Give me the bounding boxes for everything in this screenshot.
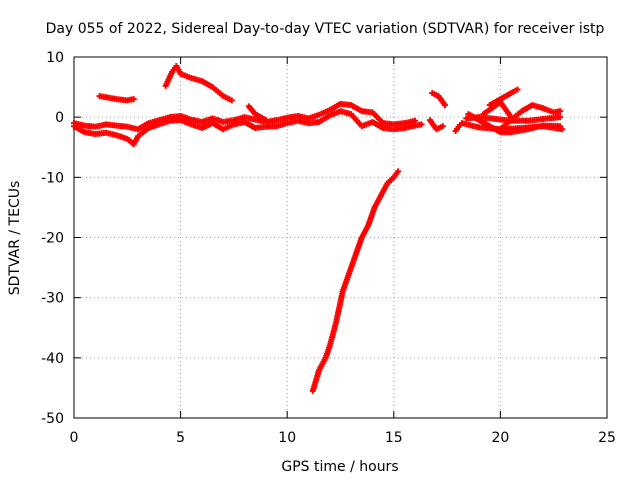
data-point <box>439 123 446 130</box>
series-upper-arc-3 <box>245 103 269 124</box>
data-point <box>441 102 448 109</box>
y-axis-label: SDTVAR / TECUs <box>7 181 23 296</box>
x-tick-label: 5 <box>176 430 185 446</box>
y-tick-label: -40 <box>41 351 64 367</box>
data-point <box>418 121 425 128</box>
series-main-band-upper <box>71 100 419 133</box>
data-point <box>557 123 564 130</box>
data-point <box>510 117 517 124</box>
series-late-rise-1 <box>497 102 564 133</box>
y-tick-label: -10 <box>41 170 64 186</box>
data-point <box>557 108 564 115</box>
y-tick-labels: 10 0 -10 -20 -30 -40 -50 <box>41 50 64 427</box>
x-tick-label: 25 <box>598 430 616 446</box>
data-points <box>71 63 566 394</box>
series-steep-descent <box>309 168 402 394</box>
data-point <box>228 97 235 104</box>
series-upper-arc-1 <box>96 93 137 104</box>
x-tick-label: 10 <box>278 430 296 446</box>
y-tick-label: -50 <box>41 411 64 427</box>
x-tick-label: 0 <box>70 430 79 446</box>
y-tick-label: 10 <box>46 50 64 66</box>
data-point <box>395 168 402 175</box>
data-point <box>412 117 419 124</box>
x-tick-labels: 0 5 10 15 20 25 <box>70 430 616 446</box>
data-point <box>262 117 269 124</box>
x-axis-label: GPS time / hours <box>281 459 398 475</box>
chart-title: Day 055 of 2022, Sidereal Day-to-day VTE… <box>46 21 605 37</box>
x-tick-label: 20 <box>491 430 509 446</box>
series-upper-arc-2 <box>162 63 235 104</box>
y-tick-label: 0 <box>55 110 64 126</box>
y-tick-label: -20 <box>41 231 64 247</box>
x-tick-label: 15 <box>385 430 403 446</box>
series-late-rise-3 <box>480 99 517 124</box>
series-late-arc-b <box>427 117 446 133</box>
data-point <box>557 114 564 121</box>
data-point <box>559 126 566 133</box>
axis-ticks <box>73 56 608 419</box>
y-tick-label: -30 <box>41 291 64 307</box>
data-point <box>514 86 521 93</box>
data-point <box>130 96 137 103</box>
series-late-arc-a <box>429 90 448 109</box>
series-late-arc-c <box>452 121 463 135</box>
